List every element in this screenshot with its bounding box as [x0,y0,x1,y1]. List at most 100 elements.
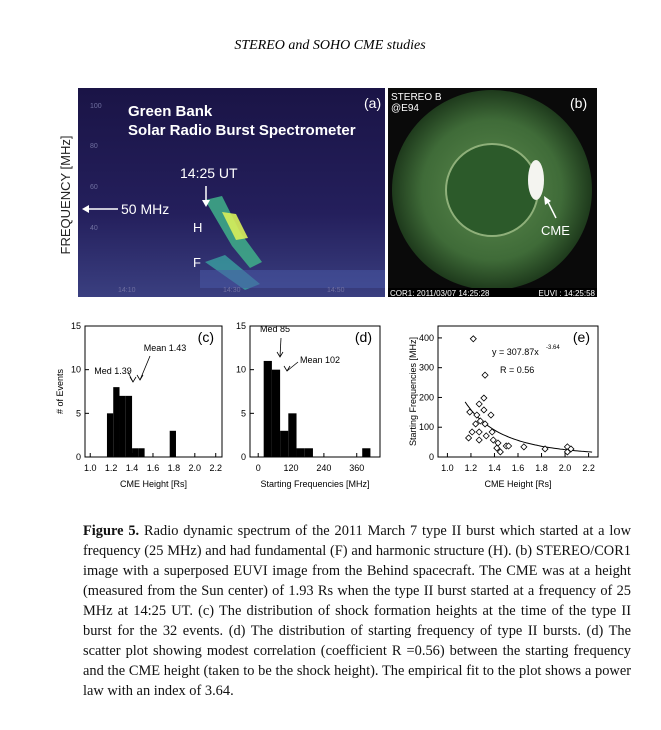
bar [138,448,145,457]
arrowhead [136,374,144,381]
x-tick-label: 1.2 [465,463,478,473]
x-tick-label: 14:10 [118,287,136,294]
annotation: H [193,220,202,235]
x-tick-label: 1.0 [84,463,97,473]
point [475,400,483,408]
caption-label: Figure 5. [83,523,140,539]
point [541,445,549,453]
annotation: 14:25 UT [180,165,238,181]
panel-label: (c) [198,329,214,345]
noise-band [200,270,385,288]
point [469,335,477,343]
arrow [286,361,299,372]
point [520,443,528,451]
annotation: F [193,255,201,270]
arrow [546,199,557,219]
x-tick-label: 1.0 [441,463,454,473]
x-tick-label: 1.4 [126,463,139,473]
y-tick-label: 300 [419,363,434,373]
x-tick-label: 1.6 [147,463,160,473]
annotation: Med 1.39 [94,366,132,376]
point [482,432,490,440]
point [487,411,495,419]
x-tick-label: 2.0 [189,463,202,473]
caption-text: Radio dynamic spectrum of the 2011 March… [83,523,631,699]
plot-frame [437,325,599,458]
panel-label: (d) [355,329,372,345]
x-tick-label: 0 [256,463,261,473]
panel-label: (a) [364,95,381,111]
point [481,420,489,428]
bar [119,395,126,457]
footer-right: EUVI : 14:25:58 [539,289,596,298]
x-tick-label: 1.6 [512,463,525,473]
point [489,436,497,444]
arrowhead [544,196,551,205]
annotation: R = 0.56 [500,365,534,375]
bar [362,448,371,457]
arrowhead [82,205,89,213]
point [468,428,476,436]
point [465,434,473,442]
x-axis-label: Starting Frequencies [MHz] [260,479,369,489]
y-tick-label: 40 [90,225,98,232]
bar [132,448,139,457]
bar [106,413,114,457]
footer-bar [388,288,597,297]
arrowhead [283,365,291,372]
x-tick-label: 14:50 [327,287,345,294]
bar [263,360,272,457]
bar [113,387,120,457]
panel-b: STEREO B @E94 (b) CME COR1: 2011/03/07 1… [388,88,597,298]
burst-core [222,212,248,240]
x-axis-label: CME Height [Rs] [484,479,551,489]
x-tick-label: 14:30 [223,287,241,294]
point [567,445,575,453]
running-title: STEREO and SOHO CME studies [234,38,426,53]
arrowhead [276,351,284,358]
arrowhead [129,376,137,383]
y-tick-label: 15 [236,321,246,331]
y-axis-label: FREQUENCY [MHz] [58,136,73,255]
x-tick-label: 240 [316,463,331,473]
x-tick-label: 120 [284,463,299,473]
bar [304,448,313,457]
point [466,408,474,416]
x-tick-label: 2.2 [582,463,595,473]
plot-frame [249,325,381,458]
arrow [139,355,151,381]
y-tick-label: 100 [419,422,434,432]
instrument-label: STEREO B [391,92,442,103]
footer-left: COR1: 2011/03/07 14:25:28 [390,289,490,298]
y-tick-label: 0 [241,452,246,462]
point [472,420,480,428]
x-tick-label: 1.8 [535,463,548,473]
panel-a: Green Bank Solar Radio Burst Spectromete… [58,88,385,297]
panel-label: (e) [573,329,590,345]
point [480,394,488,402]
bar [296,448,305,457]
charts: 1.0 1.2 1.4 1.6 1.8 2.0 2.2 0 5 10 15 CME Height [R… [55,321,599,489]
point [475,428,483,436]
y-axis-label: # of Events [55,368,65,414]
x-tick-label: 360 [349,463,364,473]
annotation: -3.64 [546,345,560,351]
y-tick-label: 15 [71,321,81,331]
caption: Figure 5. Radio dynamic spectrum of the … [83,521,631,701]
y-tick-label: 0 [76,452,81,462]
annotation: 50 MHz [121,201,169,217]
x-tick-label: 1.4 [488,463,501,473]
point [481,371,489,379]
y-tick-label: 0 [429,452,434,462]
wavelength-label: @E94 [391,103,419,114]
arrowhead [202,200,210,207]
x-tick-label: 1.8 [168,463,181,473]
plot-frame [84,325,223,458]
point [505,442,513,450]
y-tick-label: 80 [90,143,98,150]
bar [288,413,297,457]
annotation: Mean 1.43 [144,343,187,353]
panel-label: (b) [570,95,587,111]
